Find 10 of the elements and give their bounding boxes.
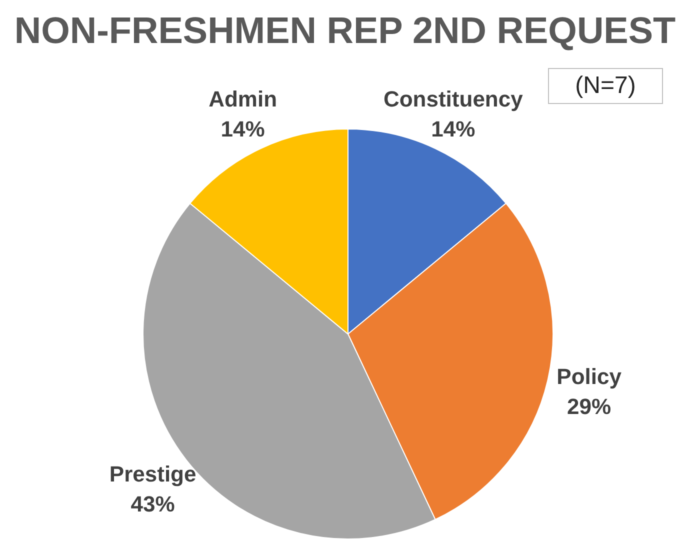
- text: (N=7): [548, 68, 663, 104]
- data-label: 29%: [567, 394, 612, 419]
- slice-label: Policy: [556, 364, 622, 389]
- slice-label: Constituency: [383, 86, 524, 112]
- slice-label: Prestige: [109, 461, 196, 486]
- data-label: 14%: [431, 116, 476, 142]
- slice-label: Admin: [208, 86, 278, 112]
- data-label: 43%: [130, 491, 175, 516]
- data-label: 14%: [220, 116, 265, 142]
- chart-title: NON-FRESHMEN REP 2ND REQUEST: [13, 10, 677, 52]
